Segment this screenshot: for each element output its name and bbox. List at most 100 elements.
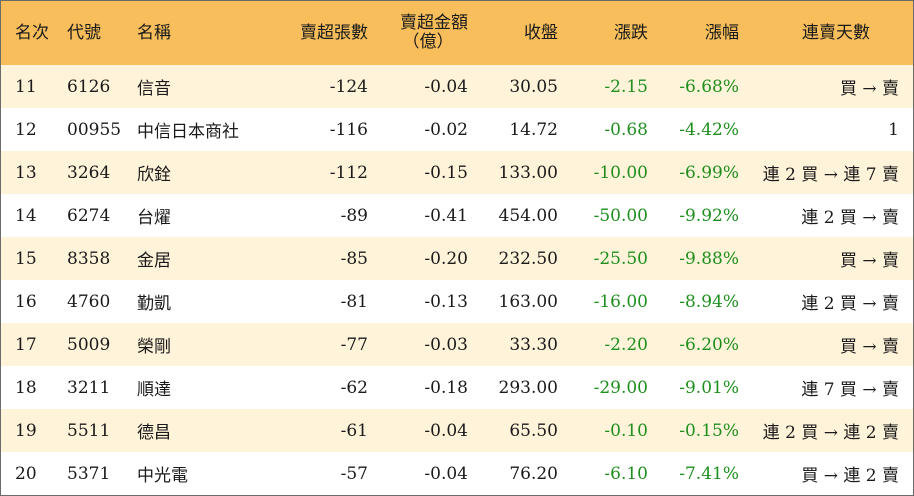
cell-change: -50.00 — [593, 205, 648, 226]
cell-code: 5371 — [67, 463, 111, 484]
cell-change-pct: -8.94% — [679, 291, 739, 312]
cell-net-sell-lots: -89 — [340, 205, 368, 226]
cell-rank: 17 — [15, 334, 37, 355]
cell-change: -0.10 — [604, 420, 648, 441]
cell-name: 榮剛 — [137, 337, 171, 357]
table-row: 11 6126 信音 -124 -0.04 30.05 -2.15 -6.68% 買 → 賣 — [1, 65, 913, 108]
header-row: 名次 代號 名稱 賣超張數 賣超金額 （億） 收盤 漲跌 漲幅 連賣天數 — [1, 1, 913, 65]
cell-change-pct: -7.41% — [679, 463, 739, 484]
cell-close: 163.00 — [498, 291, 558, 312]
cell-net-sell-lots: -61 — [340, 420, 368, 441]
cell-code: 4760 — [67, 291, 111, 312]
header-net-sell-lots: 賣超張數 — [300, 22, 368, 43]
cell-change-pct: -9.88% — [679, 248, 739, 269]
cell-code: 00955 — [67, 119, 122, 140]
cell-net-sell-amount: -0.03 — [424, 334, 468, 355]
cell-streak: 買 → 連 2 賣 — [801, 466, 899, 486]
cell-rank: 20 — [15, 463, 37, 484]
cell-name: 信音 — [137, 79, 171, 99]
cell-close: 30.05 — [509, 76, 558, 97]
cell-code: 3264 — [67, 162, 111, 183]
cell-rank: 19 — [15, 420, 37, 441]
cell-close: 33.30 — [509, 334, 558, 355]
cell-close: 14.72 — [509, 119, 558, 140]
cell-name: 台燿 — [137, 208, 171, 228]
table-row: 13 3264 欣銓 -112 -0.15 133.00 -10.00 -6.99% 連 2 買… — [1, 151, 913, 194]
cell-change-pct: -0.15% — [679, 420, 739, 441]
table-row: 14 6274 台燿 -89 -0.41 454.00 -50.00 -9.92% 連 2 買 … — [1, 194, 913, 237]
cell-net-sell-amount: -0.18 — [424, 377, 468, 398]
cell-change-pct: -4.42% — [679, 119, 739, 140]
header-rank: 名次 — [15, 22, 49, 43]
cell-net-sell-lots: -112 — [329, 162, 368, 183]
cell-code: 5511 — [67, 420, 111, 441]
cell-streak: 連 7 買 → 賣 — [801, 380, 899, 400]
cell-streak: 連 2 買 → 賣 — [801, 294, 899, 314]
cell-change-pct: -9.01% — [679, 377, 739, 398]
cell-net-sell-amount: -0.02 — [424, 119, 468, 140]
table-row: 19 5511 德昌 -61 -0.04 65.50 -0.10 -0.15% 連 2 買 → … — [1, 409, 913, 452]
cell-close: 133.00 — [498, 162, 558, 183]
cell-net-sell-lots: -81 — [340, 291, 368, 312]
cell-name: 勤凱 — [137, 294, 171, 314]
cell-net-sell-lots: -85 — [340, 248, 368, 269]
cell-name: 德昌 — [137, 423, 171, 443]
cell-name: 欣銓 — [137, 165, 171, 185]
cell-code: 5009 — [67, 334, 111, 355]
cell-name: 順達 — [137, 380, 171, 400]
cell-net-sell-lots: -77 — [340, 334, 368, 355]
cell-name: 中信日本商社 — [137, 122, 239, 142]
cell-name: 金居 — [137, 251, 171, 271]
cell-change: -29.00 — [593, 377, 648, 398]
cell-code: 8358 — [67, 248, 111, 269]
cell-change: -10.00 — [593, 162, 648, 183]
cell-streak: 買 → 賣 — [839, 337, 899, 357]
cell-close: 454.00 — [498, 205, 558, 226]
cell-streak: 1 — [888, 119, 899, 140]
cell-rank: 15 — [15, 248, 37, 269]
cell-streak: 買 → 賣 — [839, 79, 899, 99]
cell-streak: 連 2 買 → 連 2 賣 — [762, 423, 899, 443]
cell-change-pct: -6.20% — [679, 334, 739, 355]
cell-rank: 11 — [15, 76, 37, 97]
cell-change: -2.20 — [604, 334, 648, 355]
table-row: 18 3211 順達 -62 -0.18 293.00 -29.00 -9.01% 連 7 買 … — [1, 366, 913, 409]
cell-net-sell-amount: -0.04 — [424, 420, 468, 441]
cell-net-sell-amount: -0.04 — [424, 463, 468, 484]
cell-net-sell-lots: -62 — [340, 377, 368, 398]
header-change-pct: 漲幅 — [705, 22, 739, 43]
header-close: 收盤 — [524, 22, 558, 43]
cell-streak: 連 2 買 → 連 7 賣 — [762, 165, 899, 185]
cell-net-sell-amount: -0.04 — [424, 76, 468, 97]
cell-rank: 18 — [15, 377, 37, 398]
header-change: 漲跌 — [614, 22, 648, 43]
cell-net-sell-lots: -116 — [329, 119, 368, 140]
table-body: 11 6126 信音 -124 -0.04 30.05 -2.15 -6.68% 買 → 賣 12… — [1, 65, 913, 495]
cell-rank: 12 — [15, 119, 37, 140]
cell-change: -6.10 — [604, 463, 648, 484]
table-header: 名次 代號 名稱 賣超張數 賣超金額 （億） 收盤 漲跌 漲幅 連賣天數 — [1, 1, 913, 65]
cell-change: -0.68 — [604, 119, 648, 140]
cell-streak: 連 2 買 → 賣 — [801, 208, 899, 228]
header-net-sell-amount-line1: 賣超金額 — [400, 13, 468, 33]
cell-change-pct: -9.92% — [679, 205, 739, 226]
cell-name: 中光電 — [137, 466, 188, 486]
cell-net-sell-amount: -0.15 — [424, 162, 468, 183]
cell-code: 6274 — [67, 205, 111, 226]
cell-change-pct: -6.68% — [679, 76, 739, 97]
cell-change-pct: -6.99% — [679, 162, 739, 183]
header-name: 名稱 — [137, 22, 171, 43]
header-net-sell-amount: 賣超金額 （億） — [368, 1, 468, 65]
cell-change: -25.50 — [593, 248, 648, 269]
cell-net-sell-amount: -0.13 — [424, 291, 468, 312]
cell-close: 65.50 — [509, 420, 558, 441]
cell-net-sell-amount: -0.41 — [424, 205, 468, 226]
cell-code: 6126 — [67, 76, 111, 97]
cell-net-sell-lots: -57 — [340, 463, 368, 484]
table-row: 16 4760 勤凱 -81 -0.13 163.00 -16.00 -8.94% 連 2 買 … — [1, 280, 913, 323]
cell-close: 76.20 — [509, 463, 558, 484]
table-row: 15 8358 金居 -85 -0.20 232.50 -25.50 -9.88% 買 → 賣 — [1, 237, 913, 280]
cell-rank: 16 — [15, 291, 37, 312]
